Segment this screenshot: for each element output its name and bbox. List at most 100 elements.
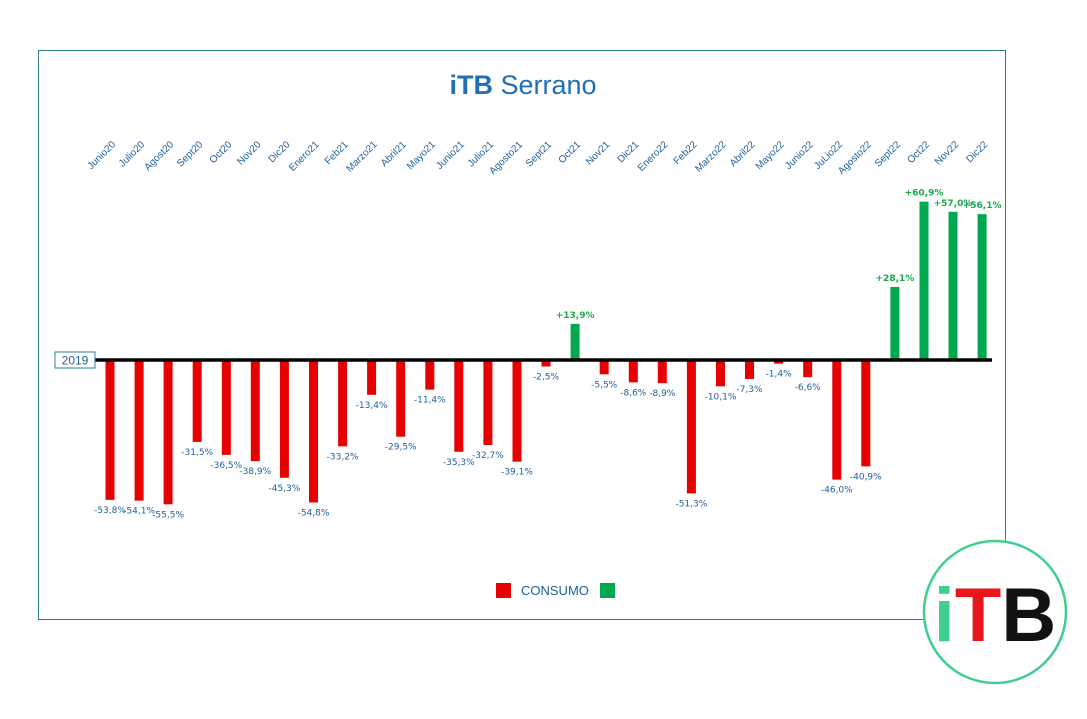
bar-sept20 bbox=[192, 360, 202, 442]
data-label-nov21: -5,5% bbox=[591, 380, 618, 390]
bar-dic22 bbox=[977, 214, 987, 360]
data-label-oct20: -36,5% bbox=[210, 461, 242, 471]
x-tick-nov21: Nov21 bbox=[584, 139, 613, 168]
data-label-oct22: +60,9% bbox=[905, 189, 944, 199]
x-tick-sept21: Sept21 bbox=[524, 139, 554, 169]
data-label-abril21: -29,5% bbox=[385, 443, 417, 453]
bar-sept22 bbox=[890, 286, 900, 360]
legend-swatch-consumo bbox=[496, 583, 511, 598]
data-label-nov20: -38,9% bbox=[239, 467, 271, 477]
data-label-mayo21: -11,4% bbox=[414, 396, 446, 406]
bar-julio20 bbox=[134, 360, 144, 501]
chart-frame bbox=[38, 50, 1006, 620]
bars bbox=[105, 201, 987, 505]
logo-text: iTB bbox=[934, 573, 1056, 658]
bar-julio21 bbox=[483, 360, 493, 446]
bar-oct22 bbox=[919, 201, 929, 360]
x-tick-marzo21: Marzo21 bbox=[344, 139, 380, 175]
x-tick-nov22: Nov22 bbox=[933, 139, 962, 168]
bar-junio20 bbox=[105, 360, 115, 500]
x-tick-oct20: Oct20 bbox=[208, 139, 235, 166]
data-label-dic21: -8,6% bbox=[620, 388, 647, 398]
bar-marzo21 bbox=[367, 360, 377, 395]
x-tick-dic21: Dic21 bbox=[616, 139, 642, 165]
data-label-agost20: -55,5% bbox=[152, 510, 184, 520]
bar-dic20 bbox=[279, 360, 289, 478]
bar-nov20 bbox=[250, 360, 260, 462]
bar-marzo22 bbox=[716, 360, 725, 387]
data-label-enero22: -8,9% bbox=[649, 389, 676, 399]
chart-title: iTB Serrano bbox=[449, 70, 596, 100]
bar-enero22 bbox=[657, 360, 667, 384]
chart-title-bold: iTB bbox=[449, 70, 493, 100]
bar-dic21 bbox=[628, 360, 638, 383]
data-label-enero21: -54,8% bbox=[298, 509, 330, 519]
bar-agosto21 bbox=[512, 360, 522, 462]
bar-abril22 bbox=[745, 360, 754, 379]
bar-oct20 bbox=[221, 360, 231, 455]
bar-mayo21 bbox=[425, 360, 435, 390]
x-tick-junio22: Junio22 bbox=[783, 139, 816, 172]
itb-logo: iTB bbox=[922, 539, 1068, 685]
bar-enero21 bbox=[309, 360, 318, 503]
bar-nov22 bbox=[948, 211, 958, 360]
x-tick-sept20: Sept20 bbox=[175, 139, 205, 169]
bar-feb22 bbox=[686, 360, 696, 494]
bar-mayo22 bbox=[774, 360, 784, 364]
chart-title-rest: Serrano bbox=[493, 70, 597, 100]
bar-oct21 bbox=[570, 323, 580, 360]
bar-agosto22 bbox=[861, 360, 871, 467]
data-label-julio20: -54,1% bbox=[123, 507, 155, 517]
x-tick-feb21: Feb21 bbox=[323, 139, 351, 167]
data-label-sept20: -31,5% bbox=[181, 448, 213, 458]
data-label-oct21: +13,9% bbox=[556, 311, 595, 321]
x-tick-sept22: Sept22 bbox=[873, 139, 903, 169]
baseline-label-box bbox=[54, 351, 96, 369]
data-labels: -53,8%-54,1%-55,5% -31,5% -36,5%-38,9% -45,… bbox=[94, 189, 1001, 521]
data-label-junio22: -6,6% bbox=[795, 383, 822, 393]
x-tick-junio21: Junio21 bbox=[434, 139, 467, 172]
data-label-marzo22: -10,1% bbox=[705, 392, 737, 402]
data-label-agosto22: -40,9% bbox=[850, 472, 882, 482]
x-tick-nov20: Nov20 bbox=[235, 139, 264, 168]
x-tick-feb22: Feb22 bbox=[672, 139, 700, 167]
logo-letter-i: i bbox=[934, 573, 955, 658]
bar-feb21 bbox=[338, 360, 348, 447]
data-label-agosto21: -39,1% bbox=[501, 468, 533, 478]
x-tick-enero21: Enero21 bbox=[287, 139, 322, 174]
baseline-label: 2019 bbox=[62, 354, 89, 368]
data-label-mayo22: -1,4% bbox=[766, 370, 793, 380]
x-tick-mayo22: Mayo22 bbox=[754, 139, 787, 172]
data-label-dic22: +56,1% bbox=[963, 201, 1002, 211]
legend-label-consumo: CONSUMO bbox=[521, 583, 589, 598]
x-tick-enero22: Enero22 bbox=[636, 139, 671, 174]
logo-letter-b: B bbox=[1001, 573, 1056, 658]
data-label-sept22: +28,1% bbox=[876, 274, 915, 284]
bar-sept21 bbox=[541, 360, 551, 367]
data-label-dic20: -45,3% bbox=[268, 484, 300, 494]
logo-ring bbox=[922, 539, 1068, 685]
data-label-sept21: -2,5% bbox=[533, 373, 560, 383]
x-tick-agost20: Agost20 bbox=[142, 139, 176, 173]
data-label-nov22: +57,0% bbox=[934, 199, 973, 209]
data-label-abril22: -7,3% bbox=[736, 385, 763, 395]
data-label-junio20: -53,8% bbox=[94, 506, 126, 516]
bar-julio22 bbox=[832, 360, 842, 480]
x-tick-dic22: Dic22 bbox=[964, 139, 990, 165]
data-label-marzo21: -13,4% bbox=[356, 401, 388, 411]
logo-letter-t: T bbox=[955, 573, 1001, 658]
bar-agost20 bbox=[163, 360, 173, 505]
legend-swatch-positive bbox=[600, 583, 615, 598]
data-label-feb22: -51,3% bbox=[675, 499, 707, 509]
bar-junio22 bbox=[803, 360, 813, 378]
bar-nov21 bbox=[599, 360, 609, 375]
data-label-junio21: -35,3% bbox=[443, 458, 475, 468]
bar-abril21 bbox=[396, 360, 406, 437]
bar-junio21 bbox=[454, 360, 464, 452]
data-label-julio22: -46,0% bbox=[821, 486, 853, 496]
x-tick-oct21: Oct21 bbox=[557, 139, 584, 166]
data-label-julio21: -32,7% bbox=[472, 451, 504, 461]
x-tick-oct22: Oct22 bbox=[905, 139, 932, 166]
